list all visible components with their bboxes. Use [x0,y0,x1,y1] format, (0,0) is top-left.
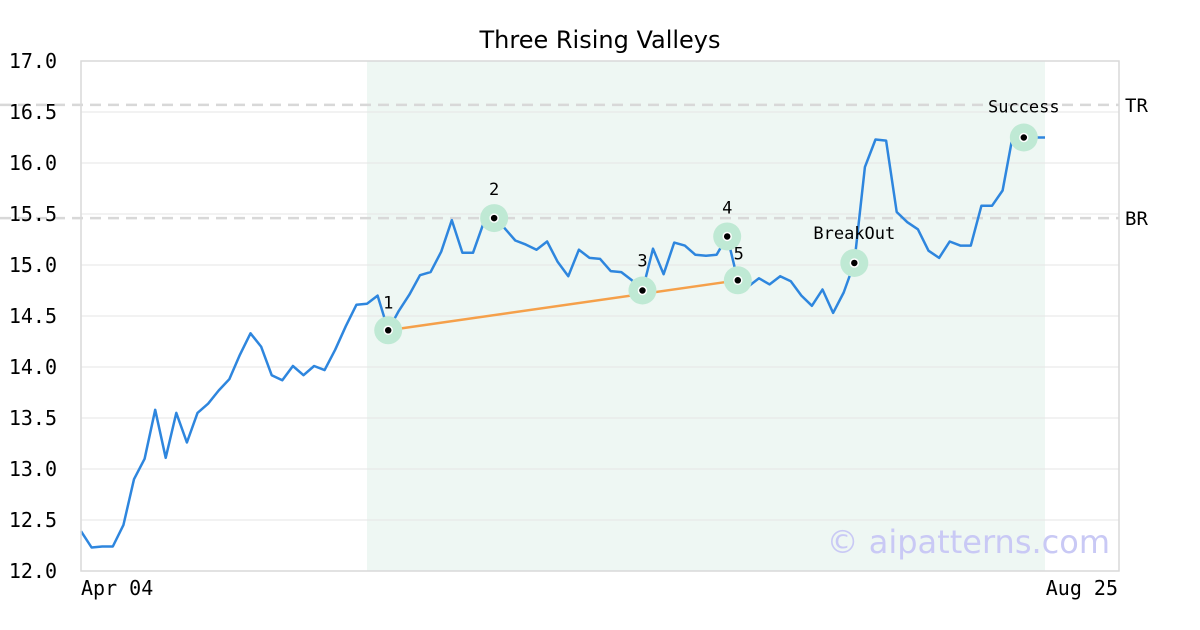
y-tick-label: 13.0 [9,457,57,481]
plot-frame [80,60,1120,572]
point-label-2: 2 [489,180,499,200]
point-marker-4 [722,231,732,242]
point-label-4: 4 [722,198,732,218]
valley-trendline [388,279,738,332]
y-tick-label: 14.5 [9,304,57,328]
point-label-success: Success [988,98,1060,118]
point-marker-5 [733,275,743,286]
x-start-label: Apr 04 [81,576,153,600]
point-marker-2 [489,213,499,223]
price-line [79,132,1045,549]
point-label-3: 3 [637,252,647,272]
watermark: © aipatterns.com [827,523,1110,561]
point-marker-success [1019,132,1029,143]
y-tick-label: 17.0 [9,49,57,73]
y-tick-label: 16.5 [9,100,57,124]
level-label-br: BR [1125,208,1148,230]
y-tick-label: 13.5 [9,406,57,430]
point-marker-1 [383,325,393,336]
level-label-tr: TR [1125,95,1148,117]
y-tick-label: 15.5 [9,202,57,226]
y-tick-label: 16.0 [9,151,57,175]
y-tick-label: 12.5 [9,508,57,532]
x-end-label: Aug 25 [1046,576,1118,600]
point-label-breakout: BreakOut [813,224,895,244]
point-marker-3 [637,285,648,296]
point-label-1: 1 [383,293,393,313]
point-marker-breakout [849,258,860,268]
y-tick-label: 14.0 [9,355,57,379]
y-tick-label: 15.0 [9,253,57,277]
point-label-5: 5 [734,244,744,264]
chart-title: Three Rising Valleys [478,26,720,54]
y-tick-label: 12.0 [9,559,57,583]
